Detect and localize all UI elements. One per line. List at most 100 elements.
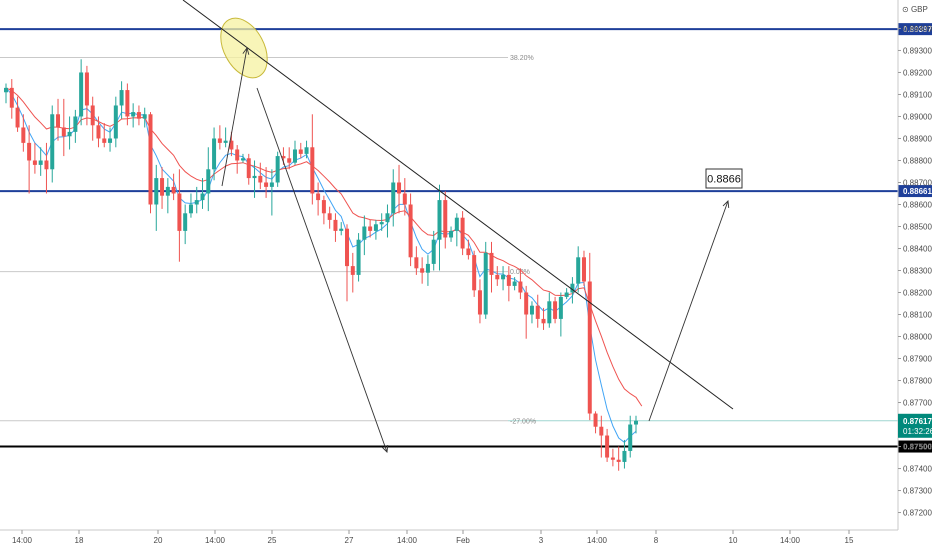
candle-body <box>38 160 43 165</box>
candle-body <box>518 281 523 293</box>
candle-body <box>564 292 569 297</box>
moving-averages <box>5 87 643 443</box>
descending-trendline[interactable] <box>182 0 734 410</box>
candle-body <box>269 182 274 187</box>
candle-body <box>125 90 130 117</box>
time-tick-label: 18 <box>75 536 84 545</box>
price-tick-label: 0.88500 <box>903 222 932 231</box>
ema-fast-line <box>5 87 637 443</box>
price-tick-label: 0.88900 <box>903 134 932 143</box>
candle-body <box>44 160 49 170</box>
candle-body <box>56 114 61 128</box>
price-tick-label: 0.88300 <box>903 267 932 276</box>
arrow-up-to-ellipse-head <box>242 46 250 55</box>
arrow-up-projection[interactable] <box>648 200 729 422</box>
key-level-label: 0.89397 <box>903 25 932 34</box>
candle-body <box>553 301 558 319</box>
candle-body <box>316 193 321 201</box>
price-tick-label: 0.87800 <box>903 377 932 386</box>
candle-body <box>4 87 8 93</box>
candle-body <box>27 142 32 161</box>
candle-body <box>443 200 448 238</box>
time-axis[interactable]: 14:00 18 20 14:00 25 27 14:00 Feb 3 14:00 8 10 14:00… <box>0 529 898 545</box>
candle-body <box>408 204 413 258</box>
candle-body <box>298 149 303 154</box>
candle-body <box>391 182 396 214</box>
candle-body <box>477 290 482 315</box>
candle-body <box>252 175 257 179</box>
candle-body <box>246 158 251 179</box>
candle-body <box>373 224 378 231</box>
candle-body <box>9 87 14 108</box>
candle-body <box>628 424 633 451</box>
time-tick-label: 3 <box>539 536 544 545</box>
candle-body <box>21 127 26 143</box>
candle-body <box>240 158 245 161</box>
candle-body <box>229 140 234 150</box>
arrow-up-to-ellipse[interactable] <box>221 47 248 187</box>
candle-body <box>495 274 500 280</box>
fib-label: -27.00% <box>510 418 536 425</box>
candle-body <box>449 230 454 238</box>
candle-body <box>634 420 638 425</box>
candle-body <box>558 296 563 319</box>
candle-body <box>160 178 165 196</box>
price-tick-label: 0.88800 <box>903 156 932 165</box>
time-tick-label: 27 <box>345 536 354 545</box>
candle-body <box>258 175 263 183</box>
annotation-box[interactable]: 0.8866 <box>705 168 743 189</box>
annotation-frame[interactable] <box>705 168 743 189</box>
drawings[interactable] <box>182 0 734 453</box>
candle-body <box>142 114 147 119</box>
candle-body <box>264 182 269 187</box>
candle-body <box>622 450 627 462</box>
candle-body <box>183 213 188 231</box>
time-tick-label: 8 <box>654 536 659 545</box>
price-tick-label: 0.88100 <box>903 311 932 320</box>
candle-body <box>397 182 402 194</box>
current-price-label: 0.87617 <box>903 417 932 426</box>
candle-body <box>96 125 101 139</box>
candle-body <box>119 90 124 106</box>
candle-body <box>333 219 338 231</box>
price-tick-label: 0.89100 <box>903 90 932 99</box>
candle-body <box>90 105 95 126</box>
candle-body <box>605 435 610 458</box>
candle-body <box>547 301 552 324</box>
time-tick-label: Feb <box>456 536 470 545</box>
price-tick-label: 0.88600 <box>903 200 932 209</box>
candle-body <box>599 426 604 436</box>
candle-body <box>425 263 430 273</box>
horizontal-levels[interactable]: 0.89397 0.88661 0.87500 <box>0 23 932 453</box>
candle-body <box>275 156 280 183</box>
candle-body <box>454 217 459 231</box>
candle-body <box>177 193 182 231</box>
candle-body <box>200 193 205 201</box>
candle-body <box>67 131 72 137</box>
candle-body <box>321 200 326 214</box>
price-tick-label: 0.87400 <box>903 465 932 474</box>
candle-body <box>345 228 350 267</box>
key-level-tag <box>898 23 932 36</box>
candle-countdown: 01:32:26 <box>903 427 932 436</box>
price-axis[interactable]: ⊙ GBP 0.89400 0.89300 0.89200 0.89100 0.89000… <box>897 0 932 530</box>
candle-body <box>610 457 615 460</box>
candle-body <box>50 114 55 170</box>
price-tick-label: 0.88400 <box>903 244 932 253</box>
price-tick-label: 0.89200 <box>903 68 932 77</box>
time-tick-label: 14:00 <box>780 536 801 545</box>
candle-body <box>587 281 592 414</box>
candle-body <box>576 257 581 284</box>
arrow-down-projection[interactable] <box>256 87 388 453</box>
candle-body <box>506 274 511 286</box>
key-level-tag <box>898 440 932 453</box>
candle-body <box>529 305 534 315</box>
key-level-label: 0.87500 <box>903 443 932 452</box>
candle-body <box>287 158 292 163</box>
time-tick-label: 20 <box>154 536 163 545</box>
highlight-ellipse[interactable] <box>211 10 276 85</box>
candle-body <box>581 257 586 282</box>
price-tick-label: 0.89000 <box>903 112 932 121</box>
price-tick-label: 0.88200 <box>903 289 932 298</box>
